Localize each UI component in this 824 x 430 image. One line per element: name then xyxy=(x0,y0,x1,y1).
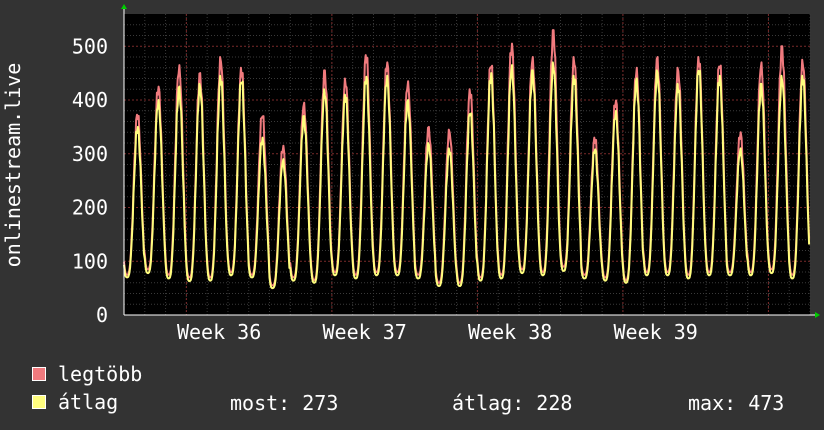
stat-current-value: 273 xyxy=(302,391,339,415)
y-axis-label: onlinestream.live xyxy=(1,63,25,268)
stat-average: átlag: 228 xyxy=(452,391,572,415)
x-tick-label: Week 38 xyxy=(468,320,552,344)
y-tick-label: 0 xyxy=(96,303,108,327)
y-tick-label: 300 xyxy=(72,142,108,166)
legend-label-avg: átlag xyxy=(58,390,119,414)
legend-item-max: legtöbb xyxy=(32,362,143,386)
legend-swatch-max xyxy=(32,367,46,381)
y-tick-label: 400 xyxy=(72,88,108,112)
x-axis-arrow-icon xyxy=(815,312,820,318)
series-layer xyxy=(123,29,811,290)
x-tick-label: Week 36 xyxy=(177,320,261,344)
stat-maximum-value: 473 xyxy=(748,391,785,415)
y-tick-label: 100 xyxy=(72,249,108,273)
stat-current: most: 273 xyxy=(230,391,338,415)
stat-maximum-label: max: xyxy=(688,391,737,415)
stat-maximum: max: 473 xyxy=(688,391,784,415)
stat-average-value: 228 xyxy=(536,391,573,415)
legend-item-avg: átlag xyxy=(32,390,119,414)
stat-current-label: most: xyxy=(230,391,291,415)
axes: 0 100 200 300 400 500 Week 36 Week 37 Week 38 Wee… xyxy=(72,4,820,344)
x-tick-label: Week 37 xyxy=(322,320,406,344)
x-tick-label: Week 39 xyxy=(614,320,698,344)
legend-swatch-avg xyxy=(32,395,46,409)
y-axis-arrow-icon xyxy=(121,4,127,9)
legend-label-max: legtöbb xyxy=(58,362,143,386)
y-tick-label: 500 xyxy=(72,34,108,58)
stat-average-label: átlag: xyxy=(452,391,525,415)
y-tick-label: 200 xyxy=(72,196,108,220)
series-line-1 xyxy=(123,61,811,290)
